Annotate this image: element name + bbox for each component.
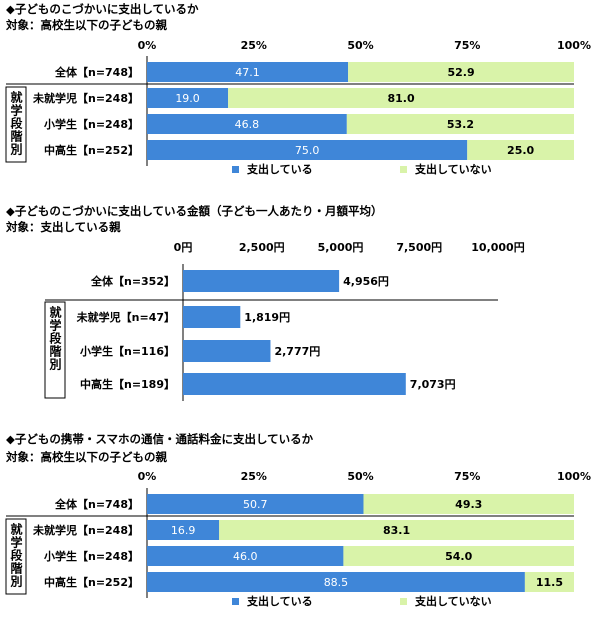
category-label: 中高生【n=252】: [44, 575, 139, 589]
data-label: 47.1: [235, 66, 260, 79]
bar: [183, 270, 340, 292]
bar-segment: [147, 114, 347, 134]
group-label: 就学段階別: [48, 305, 62, 371]
legend-label: 支出していない: [414, 594, 492, 608]
x-tick-label: 50%: [347, 39, 373, 52]
bar: [183, 306, 241, 328]
group-label-box: [44, 301, 66, 399]
legend-marker: [400, 166, 407, 173]
chart-subtitle: 対象：高校生以下の子どもの親: [5, 18, 167, 32]
category-label: 中高生【n=252】: [44, 143, 139, 157]
data-label: 53.2: [447, 118, 474, 131]
data-label: 75.0: [295, 144, 320, 157]
category-label: 未就学児【n=248】: [32, 91, 139, 105]
data-label: 81.0: [387, 92, 414, 105]
x-tick-label: 10,000円: [471, 241, 524, 254]
chart-subtitle: 対象：高校生以下の子どもの親: [5, 450, 167, 464]
chart-title: ◆子どもの携帯・スマホの通信・通話料金に支出しているか: [6, 432, 314, 446]
x-tick-label: 0%: [138, 39, 157, 52]
bar-segment: [228, 88, 574, 108]
category-label: 未就学児【n=47】: [76, 310, 175, 324]
chart-allowance-amount: ◆子どものこづかいに支出している金額（子ども一人あたり・月額平均） 対象：支出して…: [5, 204, 525, 401]
x-tick-label: 25%: [241, 39, 267, 52]
data-label: 4,956円: [343, 275, 389, 288]
data-label: 19.0: [175, 92, 200, 105]
bar-segment: [147, 520, 220, 540]
category-label: 未就学児【n=248】: [32, 523, 139, 537]
category-label: 小学生【n=248】: [43, 117, 139, 131]
bar-segment: [219, 520, 574, 540]
group-label: 就学段階別: [9, 90, 23, 156]
data-label: 88.5: [324, 576, 349, 589]
bar-segment: [467, 140, 574, 160]
category-label: 全体【n=748】: [54, 65, 139, 79]
data-label: 50.7: [243, 498, 268, 511]
x-tick-label: 25%: [241, 470, 267, 483]
bar-segment: [363, 494, 574, 514]
category-label: 全体【n=748】: [54, 497, 139, 511]
category-label: 全体【n=352】: [90, 274, 175, 288]
data-label: 1,819円: [244, 311, 290, 324]
chart-phone-fee-spending: ◆子どもの携帯・スマホの通信・通話料金に支出しているか対象：高校生以下の子どもの…: [5, 432, 591, 608]
bar-segment: [524, 572, 574, 592]
x-tick-label: 75%: [454, 470, 480, 483]
data-label: 83.1: [383, 524, 410, 537]
bar: [183, 340, 271, 362]
chart-subtitle: 対象：支出している親: [5, 220, 121, 234]
legend-marker: [400, 598, 407, 605]
x-tick-label: 2,500円: [239, 241, 285, 254]
x-tick-label: 100%: [557, 470, 591, 483]
bar-segment: [348, 62, 574, 82]
bar-segment: [343, 546, 574, 566]
data-label: 46.8: [235, 118, 260, 131]
x-tick-label: 5,000円: [318, 241, 364, 254]
bar-segment: [147, 140, 468, 160]
category-label: 中高生【n=189】: [80, 377, 175, 391]
bar-segment: [147, 88, 229, 108]
bar-segment: [346, 114, 574, 134]
bar-segment: [147, 494, 364, 514]
x-tick-label: 7,500円: [396, 241, 442, 254]
x-tick-label: 0円: [174, 241, 193, 254]
data-label: 49.3: [455, 498, 482, 511]
bar-segment: [147, 62, 349, 82]
data-label: 2,777円: [274, 345, 320, 358]
data-label: 16.9: [171, 524, 196, 537]
bar: [183, 373, 406, 395]
group-label-box: [5, 518, 27, 595]
legend-marker: [232, 598, 239, 605]
chart-title: ◆子どものこづかいに支出している金額（子ども一人あたり・月額平均）: [6, 204, 383, 218]
legend-label: 支出している: [246, 162, 313, 176]
category-label: 小学生【n=248】: [43, 549, 139, 563]
x-tick-label: 100%: [557, 39, 591, 52]
category-label: 小学生【n=116】: [79, 344, 175, 358]
data-label: 52.9: [447, 66, 474, 79]
data-label: 46.0: [233, 550, 258, 563]
data-label: 25.0: [507, 144, 534, 157]
group-label: 就学段階別: [9, 522, 23, 588]
legend-marker: [232, 166, 239, 173]
chart-title: ◆子どものこづかいに支出しているか: [6, 2, 199, 16]
legend-label: 支出していない: [414, 162, 492, 176]
legend-label: 支出している: [246, 594, 313, 608]
data-label: 11.5: [536, 576, 563, 589]
bar-segment: [147, 572, 525, 592]
data-label: 7,073円: [410, 378, 456, 391]
x-tick-label: 75%: [454, 39, 480, 52]
x-tick-label: 50%: [347, 470, 373, 483]
data-label: 54.0: [445, 550, 472, 563]
bar-segment: [147, 546, 344, 566]
group-label-box: [5, 86, 27, 163]
x-tick-label: 0%: [138, 470, 157, 483]
